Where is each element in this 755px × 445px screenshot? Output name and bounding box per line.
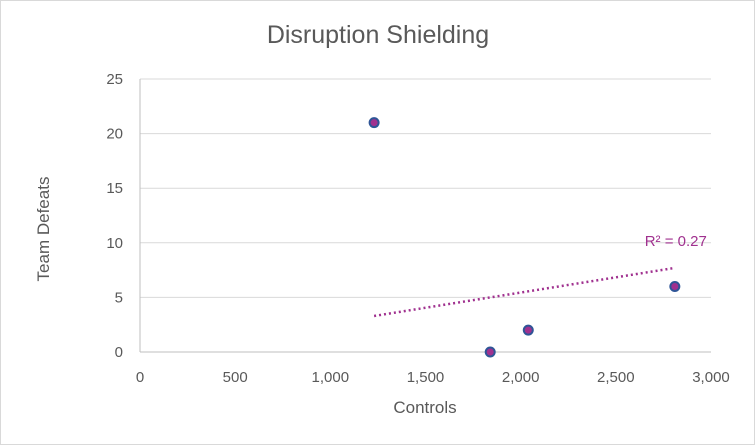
y-tick-label: 15 (106, 180, 123, 197)
data-point (368, 117, 380, 129)
chart-title: Disruption Shielding (267, 21, 489, 49)
data-point (522, 324, 534, 336)
x-tick-label: 500 (223, 369, 248, 386)
trendline (373, 266, 676, 318)
y-tick-label: 25 (106, 71, 123, 88)
data-points (368, 117, 681, 358)
axes (139, 79, 711, 353)
data-point (669, 280, 681, 292)
y-tick-label: 0 (115, 344, 123, 361)
x-tick-label: 1,000 (312, 369, 350, 386)
y-tick-label: 20 (106, 126, 123, 143)
data-point (484, 346, 496, 358)
x-tick-label: 2,500 (597, 369, 635, 386)
x-tick-label: 1,500 (407, 369, 445, 386)
y-tick-label: 5 (115, 289, 123, 306)
y-tick-labels: 0 5 10 15 20 25 (106, 71, 123, 361)
x-tick-label: 3,000 (692, 369, 730, 386)
x-tick-labels: 0 500 1,000 1,500 2,000 2,500 3,000 (136, 369, 730, 386)
gridlines (140, 78, 711, 298)
x-tick-label: 0 (136, 369, 144, 386)
x-axis-label: Controls (393, 398, 456, 417)
r-squared-label: R² = 0.27 (645, 233, 707, 250)
y-tick-label: 10 (106, 235, 123, 252)
y-axis-label: Team Defeats (34, 177, 53, 282)
x-tick-label: 2,000 (502, 369, 540, 386)
trendline-group: R² = 0.27 (373, 233, 707, 318)
